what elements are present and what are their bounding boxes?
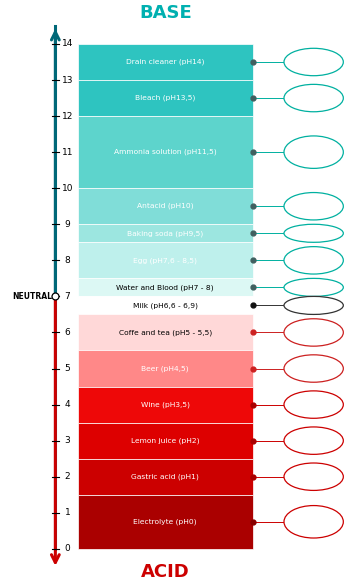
Bar	[78, 495, 253, 549]
Text: 14: 14	[62, 40, 73, 48]
Bar	[78, 224, 253, 242]
Bar	[78, 350, 253, 387]
Bar	[78, 242, 253, 279]
Text: 5: 5	[65, 364, 71, 373]
Text: Egg (pH7,6 - 8,5): Egg (pH7,6 - 8,5)	[133, 257, 197, 263]
Text: BASE: BASE	[139, 4, 192, 22]
Bar	[78, 279, 253, 297]
Ellipse shape	[284, 136, 343, 168]
Bar	[78, 80, 253, 116]
Text: Antacid (pH10): Antacid (pH10)	[137, 203, 194, 210]
Bar	[78, 116, 253, 188]
Text: 11: 11	[62, 148, 73, 157]
Text: Water and Blood (pH7 - 8): Water and Blood (pH7 - 8)	[117, 284, 214, 291]
Bar	[78, 458, 253, 495]
Text: Lemon juice (pH2): Lemon juice (pH2)	[131, 437, 200, 444]
Text: Gastric acid (pH1): Gastric acid (pH1)	[131, 474, 199, 480]
Text: 2: 2	[65, 472, 71, 481]
Ellipse shape	[284, 297, 343, 314]
Text: 9: 9	[65, 220, 71, 229]
Bar	[78, 387, 253, 423]
Text: 0: 0	[65, 544, 71, 553]
Text: 10: 10	[62, 184, 73, 193]
Ellipse shape	[284, 463, 343, 491]
Bar	[78, 314, 253, 350]
Text: Baking soda (pH9,5): Baking soda (pH9,5)	[127, 230, 204, 237]
Text: 13: 13	[62, 75, 73, 85]
Text: 6: 6	[65, 328, 71, 337]
Ellipse shape	[284, 246, 343, 274]
Text: Drain cleaner (pH14): Drain cleaner (pH14)	[126, 59, 205, 65]
Ellipse shape	[284, 84, 343, 112]
Text: 7: 7	[65, 292, 71, 301]
Bar	[78, 297, 253, 314]
Bar	[78, 188, 253, 224]
Ellipse shape	[284, 279, 343, 297]
Bar	[78, 44, 253, 80]
Text: 3: 3	[65, 436, 71, 445]
Text: Ammonia solution (pH11,5): Ammonia solution (pH11,5)	[114, 149, 217, 155]
Text: 1: 1	[65, 508, 71, 517]
Text: Milk (pH6,6 - 6,9): Milk (pH6,6 - 6,9)	[133, 302, 198, 309]
Ellipse shape	[284, 427, 343, 454]
Ellipse shape	[284, 506, 343, 538]
Text: Electrolyte (pH0): Electrolyte (pH0)	[133, 519, 197, 525]
Bar	[78, 423, 253, 458]
Ellipse shape	[284, 224, 343, 242]
Text: Bleach (pH13,5): Bleach (pH13,5)	[135, 95, 196, 101]
Ellipse shape	[284, 355, 343, 382]
Text: 12: 12	[62, 112, 73, 120]
Text: 8: 8	[65, 256, 71, 265]
Ellipse shape	[284, 193, 343, 220]
Text: Coffe and tea (pH5 - 5,5): Coffe and tea (pH5 - 5,5)	[119, 329, 212, 336]
Text: Wine (pH3,5): Wine (pH3,5)	[141, 401, 190, 408]
Text: Beer (pH4,5): Beer (pH4,5)	[141, 365, 189, 372]
Ellipse shape	[284, 391, 343, 418]
Text: NEUTRAL: NEUTRAL	[12, 292, 52, 301]
Text: ACID: ACID	[141, 564, 190, 581]
Ellipse shape	[284, 48, 343, 76]
Text: 4: 4	[65, 400, 71, 409]
Ellipse shape	[284, 319, 343, 346]
